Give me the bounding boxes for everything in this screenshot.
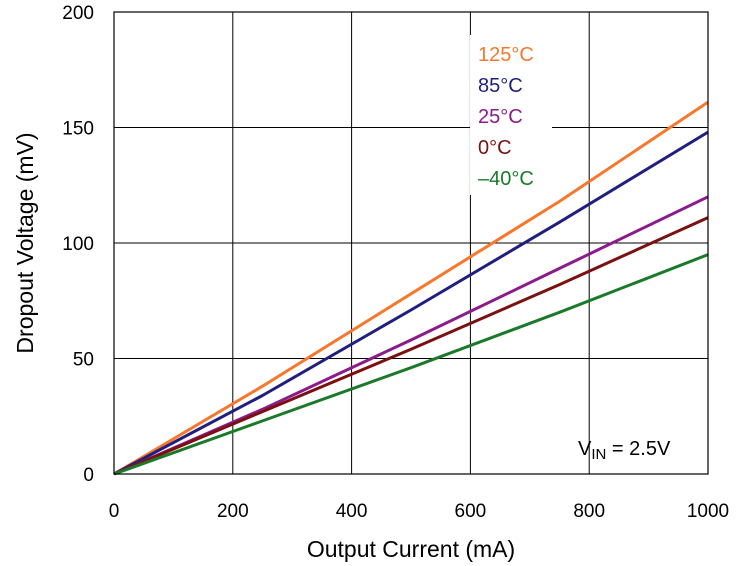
legend-entry-2: 25°C	[478, 106, 523, 128]
legend-entry-1: 85°C	[478, 75, 523, 97]
vin-annotation-value: = 2.5V	[606, 438, 671, 460]
y-tick-label: 100	[62, 234, 94, 255]
legend-background	[470, 35, 552, 195]
x-tick-label: 1000	[687, 501, 729, 522]
y-tick-label: 150	[62, 119, 94, 140]
vin-annotation-subscript: IN	[591, 446, 606, 463]
plot-frame	[113, 11, 709, 475]
x-tick-label: 200	[217, 501, 249, 522]
legend-entry-4: –40°C	[478, 168, 534, 190]
legend-entry-3: 0°C	[478, 137, 512, 159]
x-axis-ticks: 0 200 400 600 800 1000	[109, 501, 729, 522]
vin-annotation: VIN = 2.5V	[578, 438, 671, 463]
x-tick-label: 0	[109, 501, 120, 522]
legend: 125°C 85°C 25°C 0°C –40°C	[478, 44, 534, 190]
series-line-1	[113, 130, 709, 476]
series-line-2	[113, 195, 709, 476]
y-tick-label: 200	[62, 3, 94, 24]
grid	[114, 12, 708, 474]
series-line-4	[113, 253, 709, 476]
y-tick-label: 50	[73, 350, 94, 371]
series-lines	[113, 100, 709, 476]
legend-entry-0: 125°C	[478, 44, 534, 66]
series-line-0	[113, 100, 709, 476]
x-tick-label: 600	[455, 501, 487, 522]
series-line-3	[113, 216, 709, 476]
vin-annotation-main: V	[578, 438, 592, 460]
x-tick-label: 800	[573, 501, 605, 522]
x-axis-title: Output Current (mA)	[307, 536, 515, 562]
y-axis-title: Dropout Voltage (mV)	[12, 132, 38, 353]
y-axis-ticks: 0 50 100 150 200	[62, 3, 94, 486]
y-tick-label: 0	[83, 465, 94, 486]
x-tick-label: 400	[336, 501, 368, 522]
